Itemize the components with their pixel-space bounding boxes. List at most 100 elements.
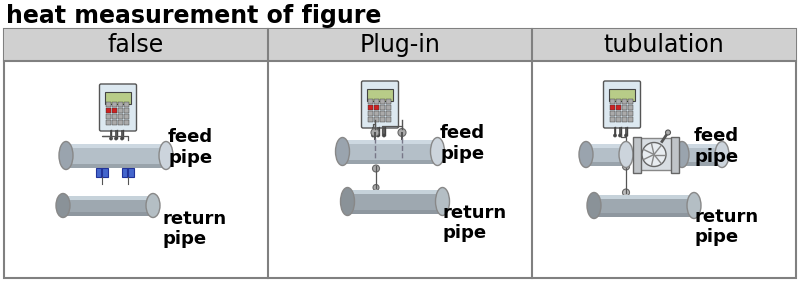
Circle shape (619, 134, 622, 137)
Ellipse shape (146, 193, 160, 217)
Text: feed
pipe: feed pipe (694, 127, 739, 166)
Circle shape (642, 142, 666, 166)
Bar (386, 105, 391, 109)
Bar (380, 117, 385, 122)
Circle shape (110, 137, 112, 140)
Bar (124, 108, 129, 113)
Bar (112, 102, 117, 107)
Bar (633, 136, 641, 173)
Bar (586, 144, 626, 166)
Bar (66, 144, 166, 147)
Ellipse shape (341, 188, 354, 215)
Bar (66, 144, 166, 168)
Bar (122, 168, 134, 177)
Bar (124, 120, 129, 124)
Text: tubulation: tubulation (604, 33, 724, 57)
Bar (96, 168, 108, 177)
Bar (342, 160, 438, 164)
Ellipse shape (579, 142, 593, 168)
Ellipse shape (56, 193, 70, 217)
Bar (386, 117, 391, 122)
Ellipse shape (715, 142, 729, 168)
Bar (622, 105, 627, 109)
Bar (671, 136, 679, 173)
Bar (4, 29, 796, 61)
Circle shape (115, 137, 118, 140)
Bar (594, 195, 694, 199)
Text: feed
pipe: feed pipe (168, 128, 213, 167)
Bar (118, 114, 123, 118)
Bar (105, 92, 131, 104)
Circle shape (121, 137, 123, 140)
FancyBboxPatch shape (634, 138, 674, 171)
Bar (112, 108, 117, 113)
Bar (106, 108, 111, 113)
Bar (106, 102, 111, 107)
Circle shape (622, 163, 630, 170)
Bar (622, 111, 627, 116)
Bar (628, 111, 633, 116)
Circle shape (383, 134, 386, 137)
Text: feed
pipe: feed pipe (440, 124, 485, 163)
Circle shape (666, 130, 670, 135)
Bar (63, 195, 153, 215)
Circle shape (371, 129, 379, 136)
Bar (622, 99, 627, 103)
Circle shape (614, 134, 616, 137)
Bar (616, 99, 621, 103)
Bar (386, 111, 391, 116)
Bar (118, 108, 123, 113)
Bar (374, 111, 379, 116)
Ellipse shape (619, 142, 633, 168)
FancyBboxPatch shape (99, 84, 137, 131)
Bar (118, 102, 123, 107)
Bar (586, 144, 626, 147)
Bar (628, 117, 633, 122)
Bar (66, 164, 166, 168)
Bar (374, 99, 379, 103)
Ellipse shape (675, 142, 689, 168)
Bar (594, 213, 694, 217)
Bar (380, 111, 385, 116)
Circle shape (373, 165, 379, 172)
Bar (622, 117, 627, 122)
Circle shape (398, 129, 406, 136)
Ellipse shape (159, 142, 173, 169)
Bar (610, 117, 615, 122)
Bar (106, 120, 111, 124)
Bar (380, 99, 385, 103)
Ellipse shape (687, 193, 701, 219)
Bar (62, 199, 72, 212)
Bar (682, 144, 722, 147)
Bar (586, 162, 626, 166)
Bar (380, 105, 385, 109)
FancyBboxPatch shape (603, 81, 641, 128)
Bar (682, 162, 722, 166)
Bar (342, 140, 438, 144)
Bar (347, 190, 442, 193)
Ellipse shape (587, 193, 601, 219)
Bar (368, 111, 373, 116)
Text: return
pipe: return pipe (694, 208, 758, 246)
Bar (368, 99, 373, 103)
Bar (342, 140, 438, 164)
Bar (347, 210, 442, 213)
Circle shape (377, 134, 379, 137)
Bar (386, 99, 391, 103)
Bar (374, 105, 379, 109)
FancyBboxPatch shape (362, 81, 398, 128)
Circle shape (372, 134, 374, 137)
Circle shape (625, 134, 627, 137)
Bar (63, 212, 153, 215)
Bar (594, 195, 694, 217)
Bar (112, 120, 117, 124)
Bar (124, 114, 129, 118)
Ellipse shape (435, 188, 450, 215)
Bar (368, 105, 373, 109)
Ellipse shape (59, 142, 73, 169)
Bar (347, 190, 442, 213)
Bar (616, 111, 621, 116)
Bar (63, 195, 153, 199)
Bar (112, 114, 117, 118)
Bar (616, 105, 621, 109)
